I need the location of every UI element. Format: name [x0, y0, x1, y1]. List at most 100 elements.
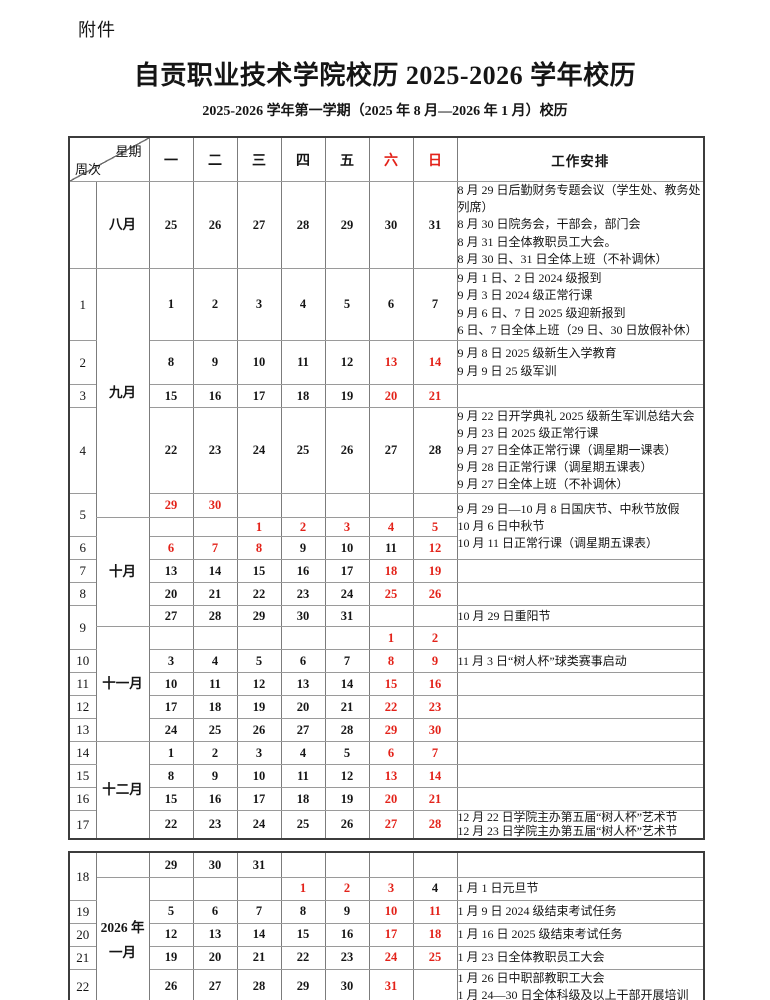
date-cell: 11 — [280, 764, 326, 789]
date-cell: 14 — [236, 922, 282, 947]
date-cell: 1 — [280, 876, 326, 901]
date-cell: 24 — [324, 582, 370, 607]
date-cell: 26 — [324, 810, 370, 840]
date-cell: 25 — [192, 718, 238, 743]
week-number-cell: 10 — [68, 649, 97, 674]
date-cell: 27 — [368, 406, 414, 495]
date-cell — [236, 493, 282, 519]
work-arrangement-cell: 10 月 29 日重阳节 — [456, 605, 705, 628]
date-cell: 28 — [412, 406, 458, 495]
date-cell: 4 — [280, 268, 326, 341]
date-cell: 25 — [412, 945, 458, 970]
date-cell: 1 — [236, 517, 282, 538]
date-cell — [280, 851, 326, 878]
date-cell: 11 — [368, 536, 414, 561]
date-cell: 1 — [148, 741, 194, 766]
date-cell: 22 — [148, 406, 194, 495]
date-cell: 27 — [148, 605, 194, 628]
calendar-week-row: 12 17 18 19 20 21 22 23 — [68, 695, 705, 720]
work-arrangement-cell: 11 月 3 日“树人杯”球类赛事启动 — [456, 649, 705, 674]
week-number-cell: 20 — [68, 922, 97, 947]
calendar-week-row: 2 8 9 10 11 12 13 14 9 月 8 日 2025 级新生入学教育 9 月 9 日… — [68, 340, 705, 385]
work-arrangement-cell — [456, 718, 705, 743]
date-cell: 13 — [280, 672, 326, 697]
date-cell: 11 — [280, 340, 326, 385]
week-number-cell: 3 — [68, 384, 97, 408]
date-cell: 28 — [192, 605, 238, 628]
date-cell: 15 — [148, 384, 194, 408]
date-cell: 22 — [368, 695, 414, 720]
date-cell: 16 — [412, 672, 458, 697]
date-cell: 27 — [192, 968, 238, 1000]
date-cell: 12 — [324, 764, 370, 789]
work-arrangement-line: 11 月 3 日“树人杯”球类赛事启动 — [457, 653, 627, 668]
work-arrangement-line: 9 月 28 日正常行课（调星期五课表） — [457, 460, 653, 475]
date-cell: 3 — [236, 741, 282, 766]
work-arrangement-cell: 8 月 29 日后勤财务专题会议（学生处、教务处列席） 8 月 30 日院务会，干… — [456, 181, 705, 269]
calendar-week-row: 4 22 23 24 25 26 27 28 9 月 22 日开学典礼 2025 级新生军训总结… — [68, 406, 705, 495]
date-cell: 20 — [148, 582, 194, 607]
calendar-week-row: 19 5 6 7 8 9 10 11 1 月 9 日 2024 级结束考试任务 — [68, 899, 705, 924]
date-cell — [280, 626, 326, 651]
calendar-table-part2: 18 29 30 31 2026 年一月 1 2 3 4 1 月 1 日元旦节 19 5 6 7 8 9 10 1… — [68, 851, 770, 1000]
date-cell: 7 — [412, 268, 458, 341]
date-cell: 11 — [412, 899, 458, 924]
day-header-cell: 一 — [148, 136, 194, 182]
date-cell: 8 — [148, 340, 194, 385]
calendar-week-row: 10 3 4 5 6 7 8 9 11 月 3 日“树人杯”球类赛事启动 — [68, 649, 705, 674]
date-cell: 5 — [412, 517, 458, 538]
date-cell: 29 — [280, 968, 326, 1000]
date-cell: 3 — [236, 268, 282, 341]
date-cell — [368, 851, 414, 878]
work-arrangement-line: 9 月 23 日 2025 级正常行课 — [457, 426, 599, 441]
work-arrangement-line: 9 月 3 日 2024 级正常行课 — [457, 288, 593, 303]
calendar-week-row: 5 29 30 9 月 29 日—10 月 8 日国庆节、中秋节放假 10 月 6 日中… — [68, 493, 705, 561]
date-cell: 6 — [148, 536, 194, 561]
date-cell: 2 — [280, 517, 326, 538]
date-cell: 6 — [368, 741, 414, 766]
work-arrangement-line: 10 月 6 日中秋节 — [457, 519, 545, 534]
date-cell: 31 — [236, 851, 282, 878]
work-arrangement-cell: 1 月 26 日中职部教职工大会 1 月 24—30 日全体科级及以上干部开展培训 — [456, 968, 705, 1000]
date-cell: 6 — [368, 268, 414, 341]
date-cell: 18 — [412, 922, 458, 947]
work-arrangement-line: 12 月 23 日学院主办第五届“树人杯”艺术节 — [457, 823, 678, 838]
work-arrangement-line: 8 月 29 日后勤财务专题会议（学生处、教务处列席） — [457, 183, 701, 215]
day-header-cell: 四 — [280, 136, 326, 182]
work-arrangement-cell — [456, 384, 705, 408]
date-cell: 24 — [148, 718, 194, 743]
date-cell: 7 — [412, 741, 458, 766]
date-cell: 2 — [412, 626, 458, 651]
date-cell: 24 — [368, 945, 414, 970]
date-cell: 12 — [236, 672, 282, 697]
date-cell: 20 — [280, 695, 326, 720]
month-cell: 十一月 — [95, 626, 150, 743]
date-cell: 2 — [324, 876, 370, 901]
month-cell: 九月 — [95, 267, 150, 519]
date-cell: 7 — [324, 649, 370, 674]
date-cell — [412, 493, 458, 519]
date-cell: 16 — [324, 922, 370, 947]
date-cell: 26 — [412, 582, 458, 607]
week-number-cell: 11 — [68, 672, 97, 697]
date-cell — [324, 626, 370, 651]
work-arrangement-line: 9 月 27 日全体上班（不补调休） — [457, 477, 629, 492]
date-cell: 18 — [192, 695, 238, 720]
calendar-table-part1: 星期 周次一二三四五六日工作安排 八月 25 26 27 28 29 30 31 8 月 29 日后… — [68, 136, 770, 841]
calendar-week-row: 17 22 23 24 25 26 27 28 12 月 22 日学院主办第五届“树人杯”艺术节… — [68, 810, 705, 840]
day-header-cell: 三 — [236, 136, 282, 182]
date-cell: 31 — [412, 181, 458, 269]
date-cell: 23 — [412, 695, 458, 720]
date-cell: 19 — [148, 945, 194, 970]
date-cell: 25 — [280, 406, 326, 495]
date-cell: 24 — [236, 810, 282, 840]
date-cell: 28 — [236, 968, 282, 1000]
calendar-week-row: 八月 25 26 27 28 29 30 31 8 月 29 日后勤财务专题会议（学生处、教务处… — [68, 181, 705, 269]
calendar-week-row: 1 九月 1 2 3 4 5 6 7 9 月 1 日、2 日 2024 级报到 9 月 3 日 20… — [68, 267, 705, 519]
date-cell: 14 — [412, 764, 458, 789]
date-cell: 3 — [324, 517, 370, 538]
date-cell: 16 — [280, 559, 326, 584]
date-cell: 17 — [324, 559, 370, 584]
month-cell: 八月 — [95, 181, 150, 269]
